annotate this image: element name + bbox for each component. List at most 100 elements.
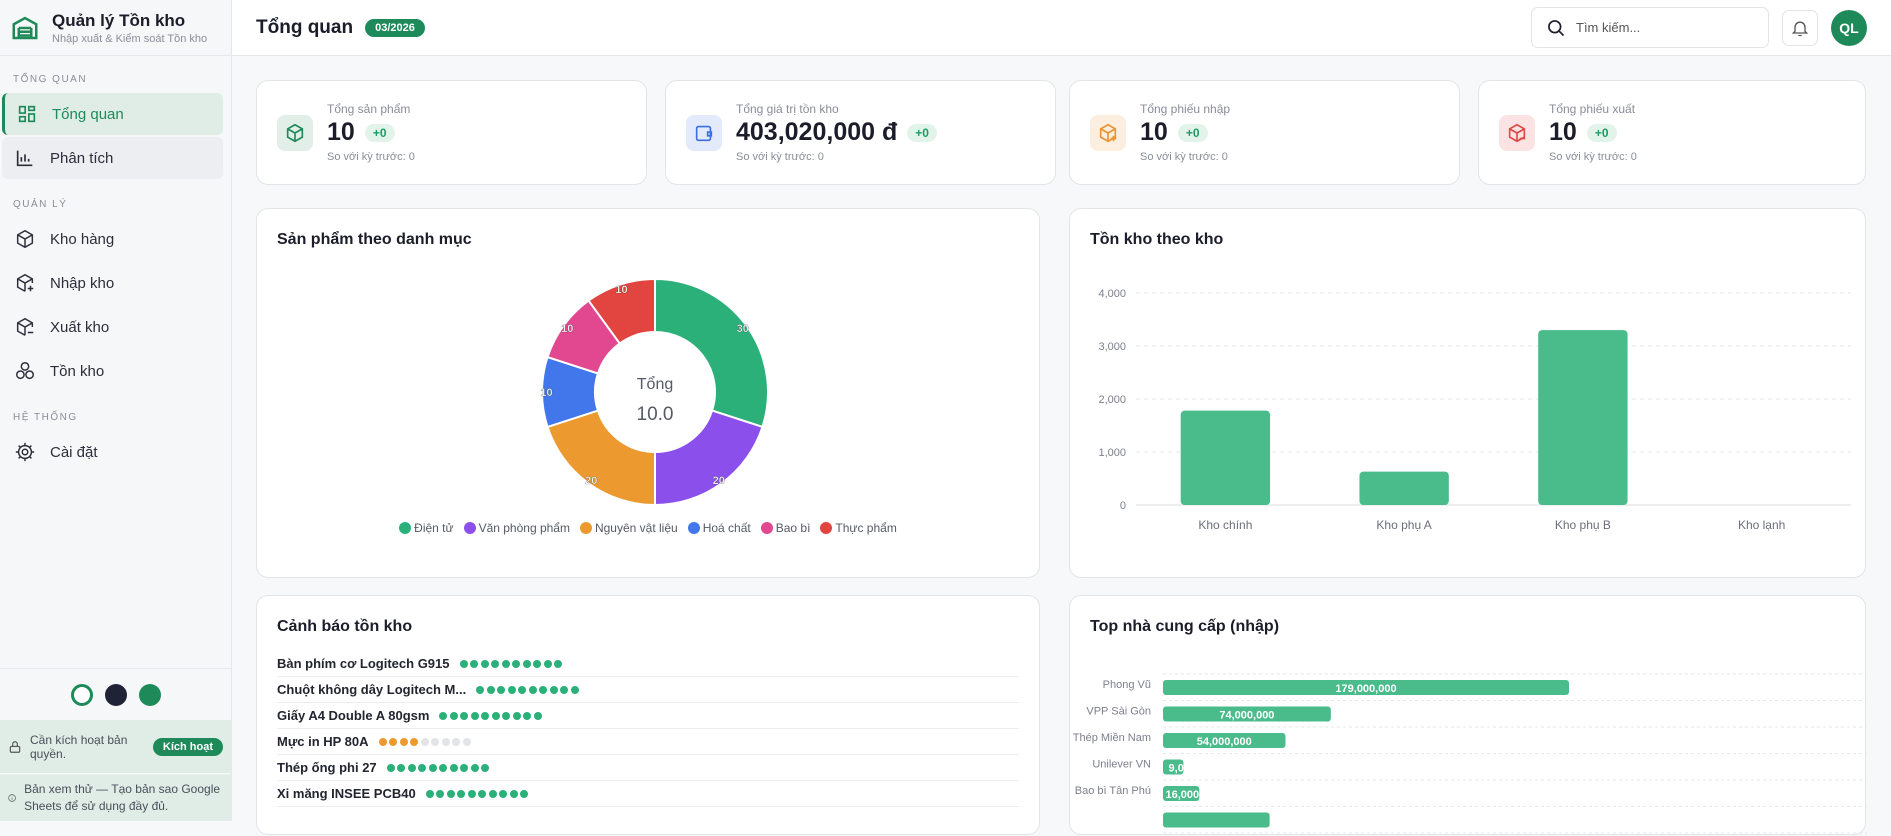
sidebar-item-cai-dat[interactable]: Cài đặt [2, 431, 223, 473]
category-chart-card: Sản phẩm theo danh mục 30 20 20 10 10 10 Tổng 1… [256, 208, 1040, 578]
bar[interactable] [1163, 812, 1270, 828]
bar[interactable] [1163, 786, 1200, 801]
legend-item[interactable]: Bao bì [760, 521, 811, 535]
stock-level-dot [460, 764, 469, 772]
stock-level-dot [533, 660, 541, 668]
stock-level-dot [399, 738, 408, 746]
card-title: Tồn kho theo kho [1090, 231, 1224, 248]
bar[interactable] [1163, 759, 1184, 775]
bar-chart-icon [16, 150, 33, 167]
legend-item[interactable]: Nguyên vật liệu [579, 521, 678, 535]
bar[interactable] [1180, 410, 1271, 505]
y-tick-label: 1,000 [1098, 447, 1126, 459]
bar[interactable] [1538, 330, 1628, 505]
donut-slice[interactable] [654, 409, 764, 507]
donut-slice[interactable] [587, 277, 656, 345]
info-icon [8, 794, 16, 802]
stock-level-dot [523, 712, 532, 720]
theme-dark-swatch[interactable] [104, 684, 127, 706]
search-input[interactable]: Tìm kiếm... [1531, 7, 1769, 48]
stock-level-dot [467, 790, 476, 798]
product-name: Thép ống phi 27 [277, 760, 377, 775]
stock-level-dot [491, 712, 500, 720]
x-tick-label: Kho chính [1198, 518, 1252, 532]
sidebar-item-tong-quan[interactable]: Tổng quan [2, 93, 223, 135]
box-icon [16, 229, 34, 249]
bar-value-label: 9,000,000 [1169, 763, 1218, 775]
theme-light-swatch[interactable] [70, 684, 93, 706]
stock-level-dot [480, 660, 489, 668]
section-label: QUẢN LÝ [13, 199, 68, 210]
stock-alert-card: Cảnh báo tồn kho Bàn phím cơ Logitech G9… [256, 595, 1040, 835]
avatar[interactable]: QL [1831, 9, 1867, 46]
license-banner: Cần kích hoạt bản quyền. Kích hoạt [0, 720, 231, 773]
kpi-value: 10 [327, 118, 355, 146]
stock-level-dot [549, 686, 558, 694]
stock-level-dot [507, 686, 516, 694]
bar[interactable] [1163, 680, 1569, 695]
header: Tổng quan 03/2026 Tìm kiếm... QL [232, 0, 1891, 56]
slice-label: 10 [615, 284, 627, 296]
kpi-change-badge: +0 [364, 123, 395, 142]
stock-level-dot [543, 660, 552, 668]
kpi-compare: So với kỳ trước: 0 [1140, 151, 1228, 163]
x-tick-label: Kho lạnh [1738, 518, 1785, 532]
y-category-label: Thép Miền Nam [1073, 732, 1151, 744]
kpi-card: Tổng sản phẩm 10 +0 So với kỳ trước: 0 [256, 80, 647, 185]
kpi-compare: So với kỳ trước: 0 [1549, 151, 1637, 163]
sidebar-item-kho-hang[interactable]: Kho hàng [2, 218, 223, 260]
warehouse-bar-chart: 0 1,000 2,000 3,000 4,000 Kho chính Kho phụ A K… [1098, 288, 1851, 532]
alert-row[interactable]: Chuột không dây Logitech M... [277, 677, 1019, 703]
legend-item[interactable]: Văn phòng phẩm [463, 521, 570, 535]
stock-level-dot [407, 764, 416, 772]
stock-level-dot [457, 790, 466, 798]
stock-level-dot [449, 764, 458, 772]
activate-button[interactable]: Kích hoạt [152, 737, 223, 756]
kpi-card: Tổng giá trị tồn kho 403,020,000 đ +0 So … [665, 80, 1056, 185]
box-plus-icon [16, 273, 34, 292]
stock-level-dot [431, 738, 440, 746]
warehouse-chart-card: Tồn kho theo kho 0 1,000 2,000 3,000 4,000 Kh… [1069, 208, 1866, 578]
alert-row[interactable]: Mực in HP 80A [277, 729, 1019, 755]
sidebar-item-phan-tich[interactable]: Phân tích [2, 137, 223, 179]
legend-item[interactable]: Hoá chất [687, 521, 751, 535]
y-tick-label: 2,000 [1098, 394, 1126, 406]
stock-level-dot [389, 738, 398, 746]
alert-row[interactable]: Bàn phím cơ Logitech G915 [277, 651, 1019, 677]
sidebar-item-xuat-kho[interactable]: Xuất kho [2, 306, 223, 348]
bar[interactable] [1163, 733, 1286, 748]
sidebar-item-nhap-kho[interactable]: Nhập kho [2, 262, 223, 304]
alert-row[interactable]: Thép ống phi 27 [277, 755, 1019, 781]
legend-label: Hoá chất [702, 521, 751, 535]
legend-item[interactable]: Điện tử [399, 521, 454, 535]
legend-label: Bao bì [775, 521, 811, 535]
stock-level-dot [520, 790, 529, 798]
kpi-card: Tổng phiếu nhập 10 +0 So với kỳ trước: 0 [1069, 80, 1460, 185]
kpi-change-badge: +0 [907, 123, 937, 142]
stock-level-dot [481, 764, 490, 772]
sidebar-item-ton-kho[interactable]: Tồn kho [2, 350, 223, 392]
kpi-label: Tổng phiếu xuất [1549, 102, 1636, 116]
slice-label: 10 [540, 387, 552, 399]
gear-icon [15, 442, 35, 462]
bar[interactable] [1359, 471, 1449, 505]
legend-item[interactable]: Thực phẩm [820, 521, 897, 535]
theme-green-swatch[interactable] [138, 684, 161, 706]
stock-level-dot [570, 686, 579, 694]
stock-level-dot [499, 790, 508, 798]
stock-level-dot [528, 686, 537, 694]
bar-value-label: 179,000,000 [1335, 683, 1396, 695]
donut-slice[interactable] [546, 409, 656, 507]
stock-level-dot [460, 712, 469, 720]
kpi-compare: So với kỳ trước: 0 [736, 151, 824, 163]
alert-row[interactable]: Xi măng INSEE PCB40 [277, 781, 1019, 807]
stock-level-dot [439, 764, 448, 772]
theme-switcher [0, 668, 231, 726]
notification-button[interactable] [1782, 9, 1818, 46]
page-title: Tổng quan [256, 16, 354, 38]
donut-slice[interactable] [654, 277, 769, 429]
bar[interactable] [1163, 706, 1331, 722]
period-badge[interactable]: 03/2026 [365, 18, 425, 37]
alert-row[interactable]: Giấy A4 Double A 80gsm [277, 703, 1019, 729]
search-icon [1548, 19, 1565, 36]
